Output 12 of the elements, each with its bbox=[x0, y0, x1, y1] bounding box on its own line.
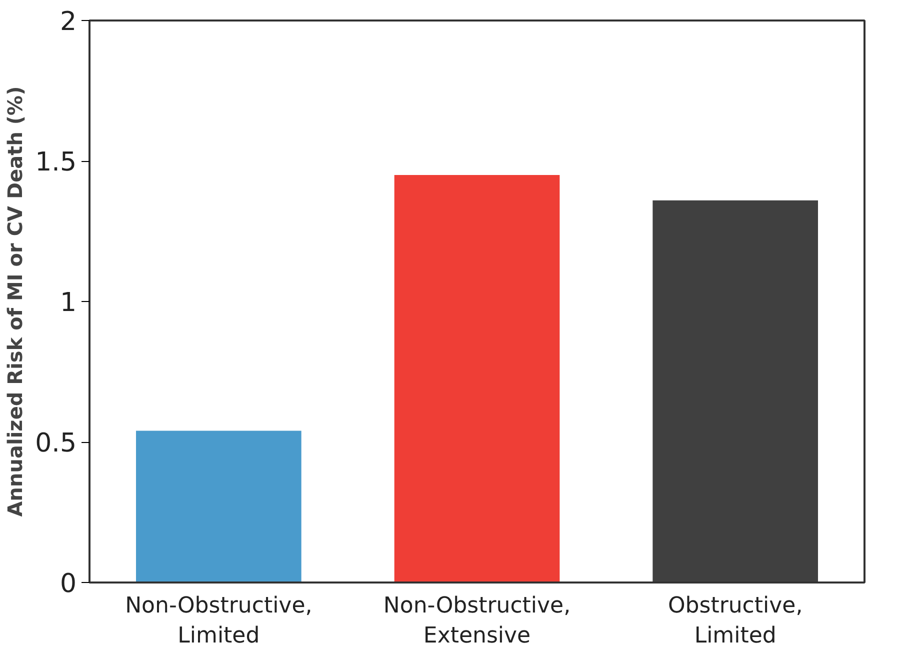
bar bbox=[394, 175, 560, 582]
y-tick-label: 0 bbox=[60, 569, 77, 599]
x-tick-label: Obstructive, Limited bbox=[668, 594, 803, 648]
y-tick-label: 1.5 bbox=[35, 148, 77, 178]
y-tick-label: 2 bbox=[60, 7, 77, 37]
y-tick-label: 0.5 bbox=[35, 428, 77, 458]
bar bbox=[136, 430, 302, 582]
y-tick-label: 1 bbox=[60, 288, 77, 318]
x-tick-label: Non-Obstructive, Limited bbox=[125, 594, 312, 648]
x-tick-label: Non-Obstructive, Extensive bbox=[383, 594, 571, 648]
bar bbox=[652, 200, 818, 582]
y-axis-title: Annualized Risk of MI or CV Death (%) bbox=[3, 86, 28, 517]
